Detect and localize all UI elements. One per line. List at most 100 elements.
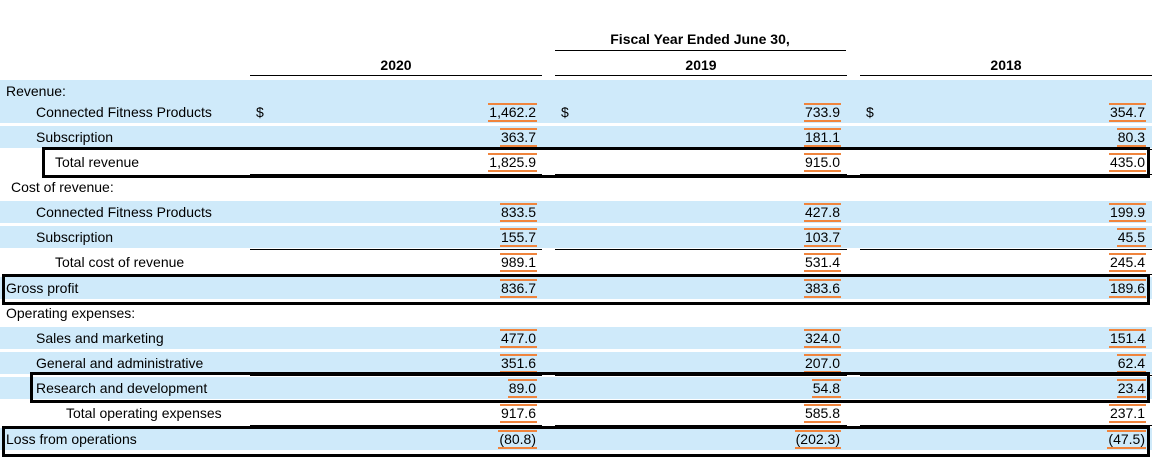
value-cell: 1,462.2 (337, 103, 537, 122)
subtotal-rule (250, 375, 542, 376)
subtotal-rule (860, 249, 1152, 250)
value-cell: 45.5 (946, 228, 1147, 247)
subtotal-rule (555, 425, 847, 426)
value-cell: 324.0 (641, 329, 842, 348)
table-row: Revenue: (0, 80, 1152, 102)
table-row: Operating expenses: (0, 302, 1152, 324)
row-value: 1,462.2 (488, 103, 537, 122)
row-value: 324.0 (803, 329, 842, 348)
row-label: Subscription (36, 229, 114, 245)
year-rule-2020 (250, 75, 542, 76)
row-value: 383.6 (803, 279, 842, 298)
row-value: 477.0 (499, 329, 538, 348)
row-value: 80.3 (1116, 128, 1147, 147)
row-value: 351.6 (499, 354, 538, 373)
row-value: 45.5 (1116, 228, 1147, 247)
row-value: 585.8 (803, 404, 842, 423)
subtotal-rule (860, 425, 1152, 426)
value-cell: 435.0 (946, 153, 1147, 172)
value-cell: 103.7 (641, 228, 842, 247)
row-value: 989.1 (499, 253, 538, 272)
table-row: Total cost of revenue 989.1 531.4 245.4 (0, 251, 1152, 273)
row-value: (202.3) (794, 430, 842, 449)
value-cell: 62.4 (946, 354, 1147, 373)
row-value: 833.5 (499, 203, 538, 222)
value-cell: 199.9 (946, 203, 1147, 222)
highlight-box-total-revenue (42, 147, 1150, 178)
value-cell: 915.0 (641, 153, 842, 172)
table-row: Cost of revenue: (0, 176, 1152, 198)
row-label: Total operating expenses (66, 405, 222, 421)
table-row: Gross profit 836.7 383.6 189.6 (0, 277, 1152, 299)
value-cell: 89.0 (337, 379, 538, 398)
value-cell: (202.3) (641, 430, 842, 449)
year-rule-2019 (555, 75, 847, 76)
value-cell: 245.4 (946, 253, 1147, 272)
row-label: Research and development (36, 380, 208, 396)
value-cell: 151.4 (946, 329, 1147, 348)
value-cell: 181.1 (641, 128, 842, 147)
subtotal-rule (555, 249, 847, 250)
value-cell: 733.9 (641, 103, 842, 122)
value-cell: 477.0 (337, 329, 538, 348)
currency-symbol: $ (866, 104, 874, 120)
value-cell: 1,825.9 (337, 153, 537, 172)
value-cell: 80.3 (946, 128, 1147, 147)
row-value: 151.4 (1108, 329, 1147, 348)
row-label: General and administrative (36, 355, 204, 371)
row-value: 1,825.9 (488, 153, 537, 172)
table-row: General and administrative 351.6 207.0 62.4 (0, 352, 1152, 374)
value-cell: 917.6 (337, 404, 538, 423)
row-value: 199.9 (1108, 203, 1147, 222)
value-cell: 427.8 (641, 203, 842, 222)
value-cell: (47.5) (946, 430, 1146, 449)
row-label: Sales and marketing (36, 330, 164, 346)
value-cell: 531.4 (641, 253, 842, 272)
row-label: Total cost of revenue (55, 254, 185, 270)
value-cell: 155.7 (337, 228, 538, 247)
row-value: 237.1 (1108, 404, 1147, 423)
highlight-box-research (30, 372, 1150, 403)
row-value: 354.7 (1108, 103, 1147, 122)
year-2018-header: 2018 (990, 57, 1022, 73)
row-label: Operating expenses: (6, 305, 136, 321)
row-label: Connected Fitness Products (36, 104, 212, 120)
header-rule-left (555, 50, 846, 51)
value-cell: 833.5 (337, 203, 538, 222)
subtotal-rule (250, 249, 542, 250)
row-value: (47.5) (1107, 430, 1146, 449)
table-row: Total revenue 1,825.9 915.0 435.0 (0, 151, 1152, 173)
row-label: Revenue: (6, 83, 66, 99)
highlight-box-loss (2, 426, 1150, 457)
subtotal-rule (250, 174, 542, 175)
row-value: 363.7 (499, 128, 538, 147)
table-row: Sales and marketing 477.0 324.0 151.4 (0, 327, 1152, 349)
row-value: 836.7 (499, 279, 538, 298)
row-label: Connected Fitness Products (36, 204, 212, 220)
row-value: 915.0 (803, 153, 842, 172)
value-cell: 351.6 (337, 354, 538, 373)
value-cell: 354.7 (946, 103, 1147, 122)
table-row: Loss from operations (80.8) (202.3) (47.5) (0, 428, 1152, 450)
row-value: 733.9 (803, 103, 842, 122)
row-value: (80.8) (498, 430, 537, 449)
fiscal-year-header: Fiscal Year Ended June 30, (610, 31, 790, 47)
subtotal-rule (860, 375, 1152, 376)
row-label: Subscription (36, 129, 114, 145)
value-cell: 383.6 (641, 279, 842, 298)
year-rule-2018 (860, 75, 1152, 76)
value-cell: 585.8 (641, 404, 842, 423)
row-value: 181.1 (803, 128, 842, 147)
value-cell: 207.0 (641, 354, 842, 373)
highlight-box-gross-profit (2, 274, 1150, 305)
table-row: Connected Fitness Products 833.5 427.8 199.… (0, 201, 1152, 223)
table-row: Subscription 363.7 181.1 80.3 (0, 126, 1152, 148)
table-row: Research and development 89.0 54.8 23.4 (0, 377, 1152, 399)
value-cell: 989.1 (337, 253, 538, 272)
row-label: Total revenue (55, 154, 140, 170)
year-2020-header: 2020 (380, 57, 412, 73)
value-cell: 363.7 (337, 128, 538, 147)
row-value: 245.4 (1108, 253, 1147, 272)
table-row: Total operating expenses 917.6 585.8 237.1 (0, 402, 1152, 424)
subtotal-rule (250, 425, 542, 426)
